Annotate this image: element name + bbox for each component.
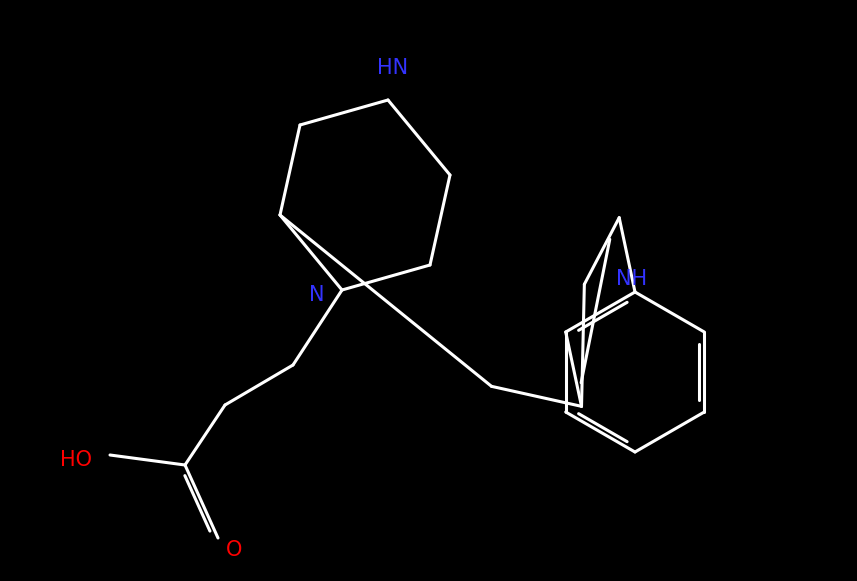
Text: O: O	[226, 540, 243, 560]
Text: N: N	[309, 285, 325, 305]
Text: NH: NH	[616, 269, 648, 289]
Text: HO: HO	[60, 450, 92, 470]
Text: HN: HN	[377, 58, 409, 78]
